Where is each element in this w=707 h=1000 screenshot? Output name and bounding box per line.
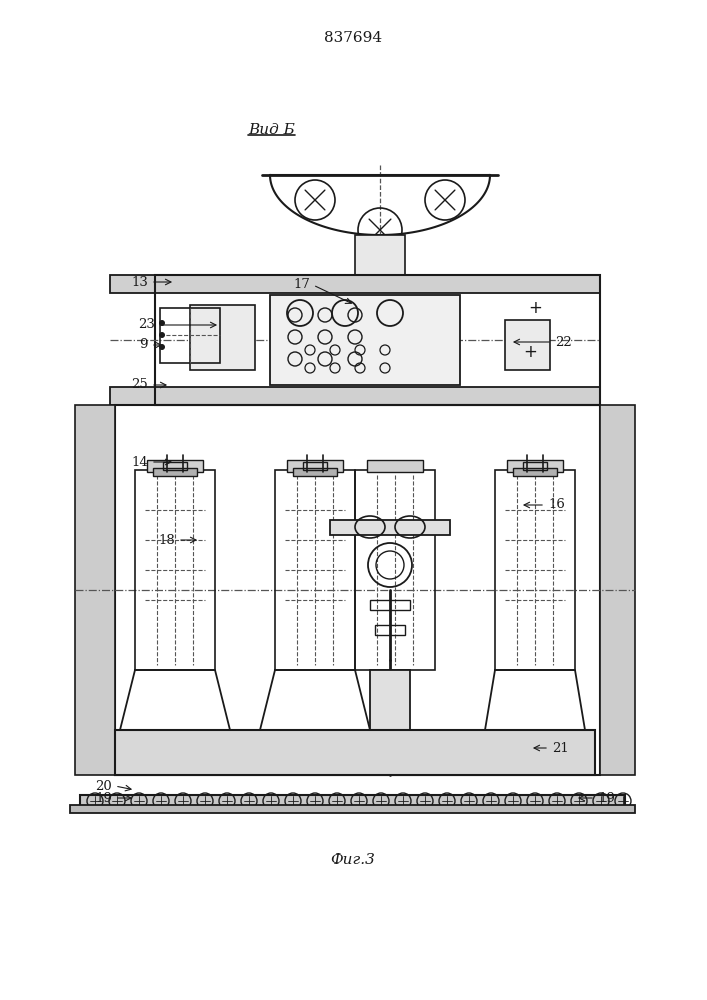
Bar xyxy=(367,460,423,472)
Bar xyxy=(600,405,635,775)
Text: 14: 14 xyxy=(132,456,148,468)
Polygon shape xyxy=(260,670,370,730)
Bar xyxy=(115,730,595,775)
Text: 13: 13 xyxy=(131,275,148,288)
Bar xyxy=(495,470,575,670)
Bar xyxy=(303,462,327,470)
Bar xyxy=(523,462,547,470)
Bar xyxy=(153,468,197,476)
Bar xyxy=(163,462,187,470)
Text: 19: 19 xyxy=(598,792,615,804)
Bar xyxy=(275,470,355,670)
Bar xyxy=(155,275,600,405)
Bar xyxy=(135,470,215,670)
Text: +: + xyxy=(528,299,542,317)
Bar xyxy=(110,275,600,293)
Text: 20: 20 xyxy=(95,780,112,792)
Text: 9: 9 xyxy=(139,338,148,352)
Bar xyxy=(293,468,337,476)
Circle shape xyxy=(159,320,165,326)
Bar xyxy=(160,308,220,363)
Text: 18: 18 xyxy=(158,534,175,546)
Text: 22: 22 xyxy=(555,336,572,349)
Text: 837694: 837694 xyxy=(324,31,382,45)
Circle shape xyxy=(159,344,165,350)
Circle shape xyxy=(159,332,165,338)
Bar xyxy=(147,460,203,472)
Text: Фиг.3: Фиг.3 xyxy=(331,853,375,867)
Bar xyxy=(370,670,410,730)
Bar xyxy=(70,805,635,813)
Bar xyxy=(330,520,450,535)
Bar xyxy=(375,625,405,635)
Bar xyxy=(270,295,460,385)
Text: +: + xyxy=(523,343,537,361)
Bar xyxy=(355,470,435,670)
Bar xyxy=(355,235,405,275)
Text: 23: 23 xyxy=(138,318,155,332)
Bar xyxy=(110,387,600,405)
Text: 25: 25 xyxy=(132,378,148,391)
Bar xyxy=(505,320,550,370)
Bar xyxy=(190,305,255,370)
Bar xyxy=(287,460,343,472)
Bar xyxy=(115,405,600,775)
Bar xyxy=(80,795,625,807)
Bar xyxy=(75,405,115,775)
Bar xyxy=(370,600,410,610)
Bar xyxy=(513,468,557,476)
Text: 21: 21 xyxy=(552,742,568,754)
Text: 19: 19 xyxy=(95,792,112,804)
Bar xyxy=(507,460,563,472)
Polygon shape xyxy=(120,670,230,730)
Polygon shape xyxy=(485,670,585,730)
Text: 17: 17 xyxy=(293,278,310,292)
Text: Вид Б: Вид Б xyxy=(248,123,295,137)
Text: 16: 16 xyxy=(548,498,565,512)
